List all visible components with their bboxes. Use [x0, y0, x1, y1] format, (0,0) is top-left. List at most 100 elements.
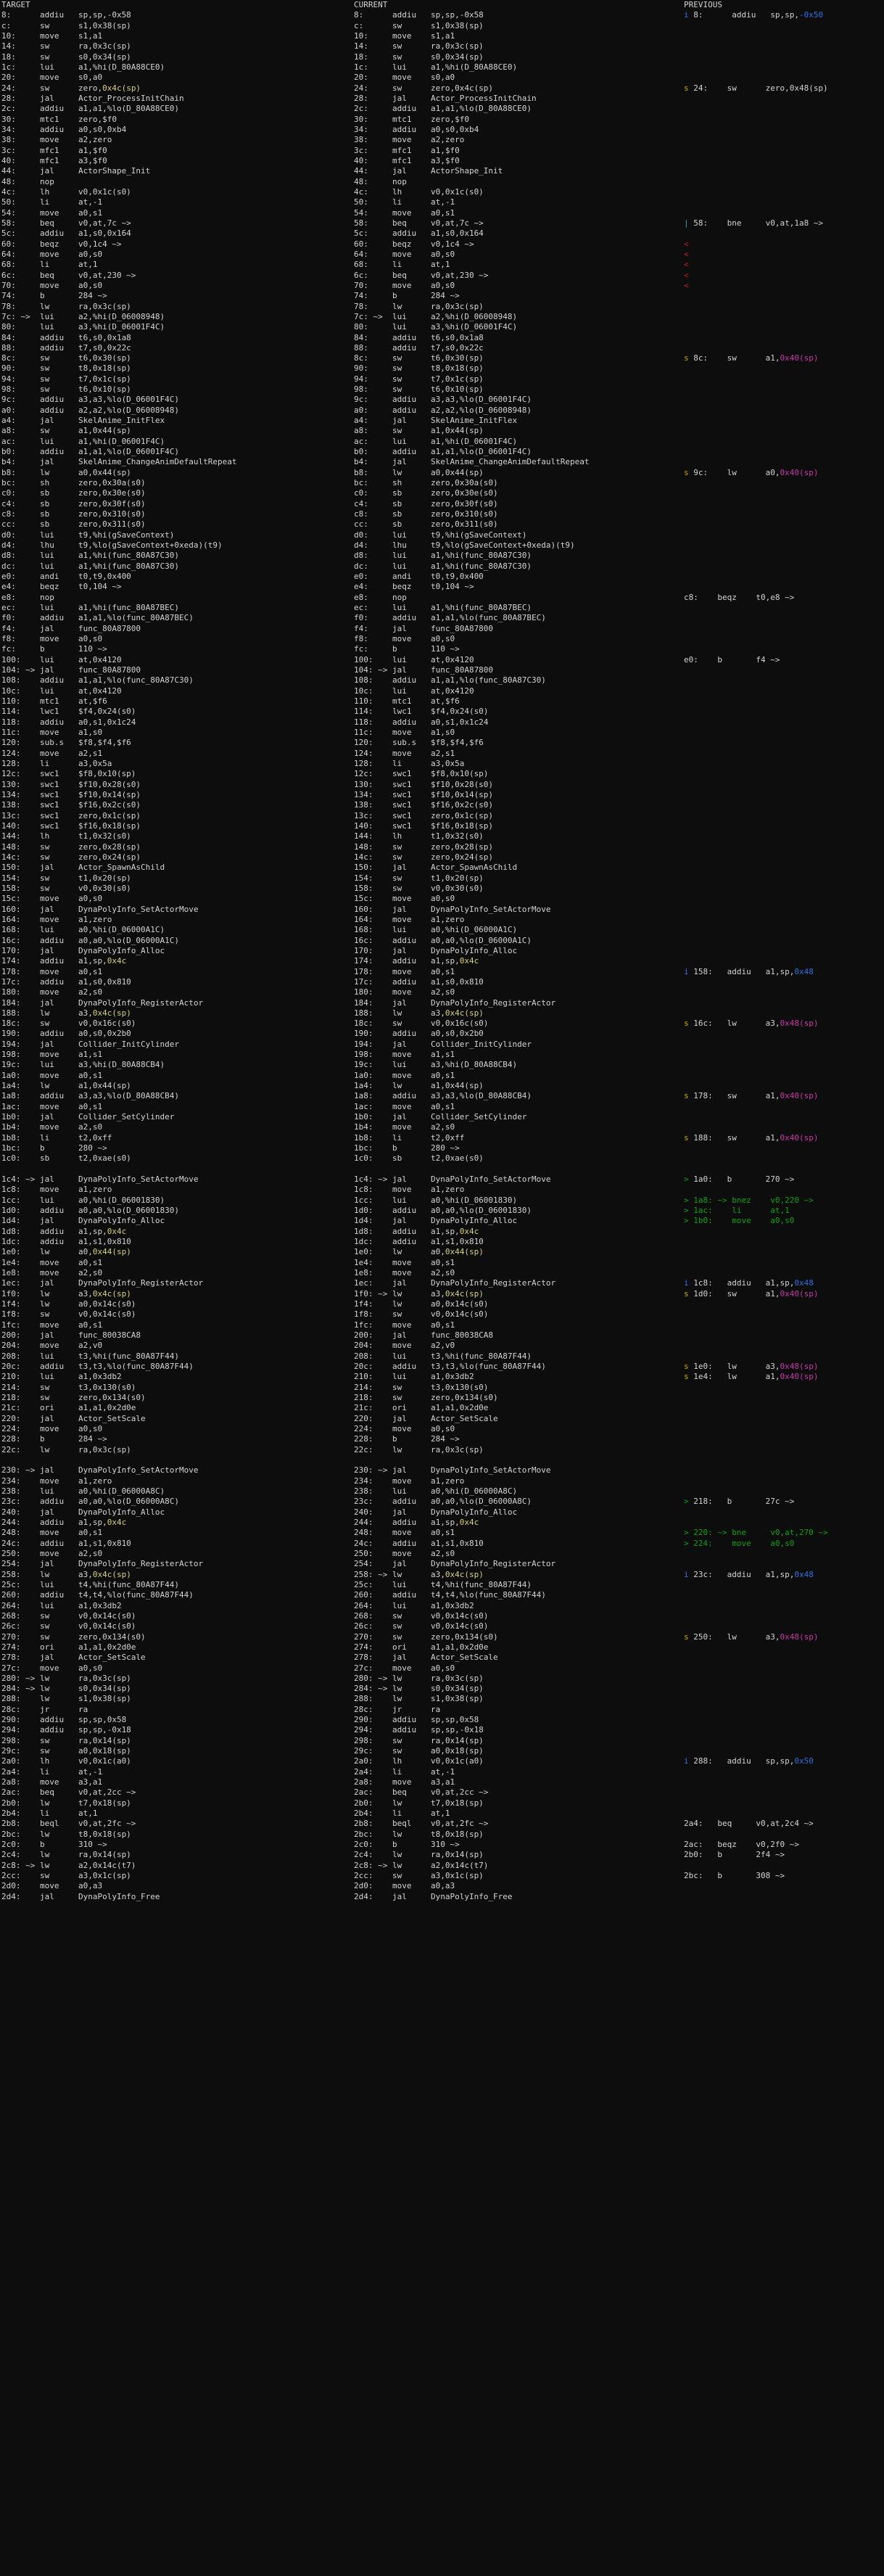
asm-row[interactable]: 8c: sw t6,0x30(sp)	[354, 353, 684, 363]
asm-row[interactable]: 2a4: li at,-1	[354, 1767, 684, 1777]
asm-row[interactable]: 15c: move a0,s0	[1, 894, 354, 904]
asm-row[interactable]: 1b4: move a2,s0	[354, 1122, 684, 1132]
asm-row[interactable]: 2bc: lw t8,0x18(sp)	[1, 1830, 354, 1840]
asm-row[interactable]: 138: swc1 $f16,0x2c(s0)	[1, 800, 354, 810]
asm-row[interactable]: 1f0: lw a3,0x4c(sp)	[1, 1289, 354, 1299]
asm-row[interactable]: 40: mfc1 a3,$f0	[1, 156, 354, 166]
asm-row[interactable]: ec: lui a1,%hi(func_80A87BEC)	[1, 603, 354, 613]
asm-row[interactable]: 298: sw ra,0x14(sp)	[354, 1736, 684, 1746]
asm-row[interactable]: 19c: lui a3,%hi(D_80A88CB4)	[354, 1060, 684, 1070]
asm-row[interactable]: 68: li at,1	[1, 260, 354, 270]
asm-row[interactable]: 80: lui a3,%hi(D_06001F4C)	[354, 322, 684, 332]
asm-row[interactable]: 29c: sw a0,0x18(sp)	[354, 1746, 684, 1756]
asm-row[interactable]: 44: jal ActorShape_Init	[354, 166, 684, 176]
asm-row[interactable]: 2b0: b 2f4 ~>	[684, 1850, 884, 1860]
asm-row[interactable]: 94: sw t7,0x1c(sp)	[1, 374, 354, 384]
asm-row[interactable]: s 16c: lw a3,0x48(sp)	[684, 1019, 884, 1029]
asm-row[interactable]: b8: lw a0,0x44(sp)	[1, 468, 354, 478]
asm-row[interactable]: 10c: lui at,0x4120	[1, 686, 354, 696]
asm-row[interactable]: 230: ~> jal DynaPolyInfo_SetActorMove	[1, 1465, 354, 1476]
asm-row[interactable]: 1ec: jal DynaPolyInfo_RegisterActor	[1, 1278, 354, 1288]
asm-row[interactable]: 25c: lui t4,%hi(func_80A87F44)	[354, 1580, 684, 1590]
asm-row[interactable]: 2a4: beq v0,at,2c4 ~>	[684, 1819, 884, 1829]
asm-row[interactable]: 30: mtc1 zero,$f0	[354, 115, 684, 125]
asm-row[interactable]: 2c8: ~> lw a2,0x14c(t7)	[1, 1861, 354, 1871]
asm-row[interactable]: 288: lw s1,0x38(sp)	[1, 1694, 354, 1704]
asm-row[interactable]: 2c8: ~> lw a2,0x14c(t7)	[354, 1861, 684, 1871]
asm-row[interactable]: s 24: sw zero,0x48(sp)	[684, 83, 884, 94]
asm-row[interactable]: 220: jal Actor_SetScale	[354, 1414, 684, 1424]
asm-row[interactable]: 160: jal DynaPolyInfo_SetActorMove	[1, 905, 354, 915]
asm-row[interactable]: 128: li a3,0x5a	[354, 759, 684, 769]
asm-row[interactable]: 1dc: addiu a1,s1,0x810	[1, 1237, 354, 1247]
asm-row[interactable]: a8: sw a1,0x44(sp)	[354, 426, 684, 436]
asm-row[interactable]: 160: jal DynaPolyInfo_SetActorMove	[354, 905, 684, 915]
asm-row[interactable]: 274: ori a1,a1,0x2d0e	[1, 1642, 354, 1653]
asm-row[interactable]: 1c4: ~> jal DynaPolyInfo_SetActorMove	[1, 1174, 354, 1185]
asm-row[interactable]: i 23c: addiu a1,sp,0x48	[684, 1570, 884, 1580]
asm-row[interactable]: c8: beqz t0,e8 ~>	[684, 593, 884, 603]
asm-row[interactable]: > 1b0: move a0,s0	[684, 1216, 884, 1226]
asm-row[interactable]: d0: lui t9,%hi(gSaveContext)	[354, 530, 684, 540]
asm-row[interactable]: 290: addiu sp,sp,0x58	[1, 1715, 354, 1725]
asm-row[interactable]: 150: jal Actor_SpawnAsChild	[354, 863, 684, 873]
asm-row[interactable]: 90: sw t8,0x18(sp)	[1, 363, 354, 374]
asm-row[interactable]: 180: move a2,s0	[1, 987, 354, 997]
asm-row[interactable]: s 9c: lw a0,0x40(sp)	[684, 468, 884, 478]
asm-row[interactable]: 184: jal DynaPolyInfo_RegisterActor	[1, 998, 354, 1008]
asm-row[interactable]: 190: addiu a0,s0,0x2b0	[1, 1029, 354, 1039]
asm-row[interactable]: 94: sw t7,0x1c(sp)	[354, 374, 684, 384]
asm-row[interactable]: c4: sb zero,0x30f(s0)	[354, 499, 684, 509]
asm-row[interactable]: bc: sh zero,0x30a(s0)	[354, 478, 684, 488]
asm-row[interactable]: 7c: ~> lui a2,%hi(D_06008948)	[354, 312, 684, 322]
asm-row[interactable]: 5c: addiu a1,s0,0x164	[354, 229, 684, 239]
asm-row[interactable]: b4: jal SkelAnime_ChangeAnimDefaultRepea…	[1, 457, 354, 467]
asm-row[interactable]: 28c: jr ra	[354, 1705, 684, 1715]
asm-row[interactable]: 174: addiu a1,sp,0x4c	[1, 956, 354, 966]
asm-row[interactable]: 120: sub.s $f8,$f4,$f6	[354, 738, 684, 748]
asm-row[interactable]: 23c: addiu a0,a0,%lo(D_06000A8C)	[354, 1497, 684, 1507]
asm-row[interactable]: cc: sb zero,0x311(s0)	[354, 519, 684, 530]
asm-row[interactable]: 78: lw ra,0x3c(sp)	[354, 302, 684, 312]
asm-row[interactable]: 20: move s0,a0	[1, 73, 354, 83]
asm-row[interactable]: 140: swc1 $f16,0x18(sp)	[1, 821, 354, 831]
asm-row[interactable]: 254: jal DynaPolyInfo_RegisterActor	[1, 1559, 354, 1569]
asm-row[interactable]: 240: jal DynaPolyInfo_Alloc	[354, 1507, 684, 1518]
asm-row[interactable]: 238: lui a0,%hi(D_06000A8C)	[354, 1486, 684, 1497]
asm-row[interactable]: 2b4: li at,1	[1, 1808, 354, 1819]
asm-row[interactable]: 218: sw zero,0x134(s0)	[1, 1393, 354, 1403]
asm-row[interactable]: e4: beqz t0,104 ~>	[1, 582, 354, 592]
asm-row[interactable]: 1d0: addiu a0,a0,%lo(D_06001830)	[354, 1206, 684, 1216]
asm-row[interactable]: f4: jal func_80A87800	[354, 624, 684, 634]
asm-row[interactable]: 198: move a1,s1	[1, 1050, 354, 1060]
asm-row[interactable]: 1e0: lw a0,0x44(sp)	[1, 1247, 354, 1257]
asm-row[interactable]: > 1a8: ~> bnez v0,220 ~>	[684, 1196, 884, 1206]
asm-row[interactable]: f8: move a0,s0	[1, 634, 354, 644]
asm-row[interactable]: ac: lui a1,%hi(D_06001F4C)	[354, 437, 684, 447]
asm-row[interactable]: 250: move a2,s0	[354, 1549, 684, 1559]
asm-row[interactable]: 18: sw s0,0x34(sp)	[1, 52, 354, 62]
asm-row[interactable]: 34: addiu a0,s0,0xb4	[1, 125, 354, 135]
asm-row[interactable]: 15c: move a0,s0	[354, 894, 684, 904]
asm-row[interactable]: 1dc: addiu a1,s1,0x810	[354, 1237, 684, 1247]
asm-row[interactable]: 26c: sw v0,0x14c(s0)	[1, 1621, 354, 1631]
asm-row[interactable]: 188: lw a3,0x4c(sp)	[1, 1008, 354, 1019]
asm-row[interactable]: 258: lw a3,0x4c(sp)	[1, 1570, 354, 1580]
asm-row[interactable]: 168: lui a0,%hi(D_06000A1C)	[354, 925, 684, 935]
asm-row[interactable]: e0: andi t0,t9,0x400	[354, 572, 684, 582]
asm-row[interactable]: 268: sw v0,0x14c(s0)	[1, 1611, 354, 1621]
asm-row[interactable]: 1c: lui a1,%hi(D_80A88CE0)	[354, 62, 684, 73]
asm-row[interactable]: 64: move a0,s0	[354, 250, 684, 260]
asm-row[interactable]: 6c: beq v0,at,230 ~>	[1, 271, 354, 281]
asm-row[interactable]: 1e4: move a0,s1	[354, 1258, 684, 1268]
asm-row[interactable]: 1e4: move a0,s1	[1, 1258, 354, 1268]
asm-row[interactable]: <	[684, 239, 884, 250]
asm-row[interactable]: c: sw s1,0x38(sp)	[1, 21, 354, 31]
asm-row[interactable]: 134: swc1 $f10,0x14(sp)	[354, 790, 684, 800]
asm-row[interactable]: 144: lh t1,0x32(s0)	[354, 831, 684, 841]
asm-row[interactable]: c4: sb zero,0x30f(s0)	[1, 499, 354, 509]
asm-row[interactable]: 23c: addiu a0,a0,%lo(D_06000A8C)	[1, 1497, 354, 1507]
asm-row[interactable]: b0: addiu a1,a1,%lo(D_06001F4C)	[1, 447, 354, 457]
asm-row[interactable]: e0: andi t0,t9,0x400	[1, 572, 354, 582]
asm-row[interactable]: 278: jal Actor_SetScale	[1, 1653, 354, 1663]
